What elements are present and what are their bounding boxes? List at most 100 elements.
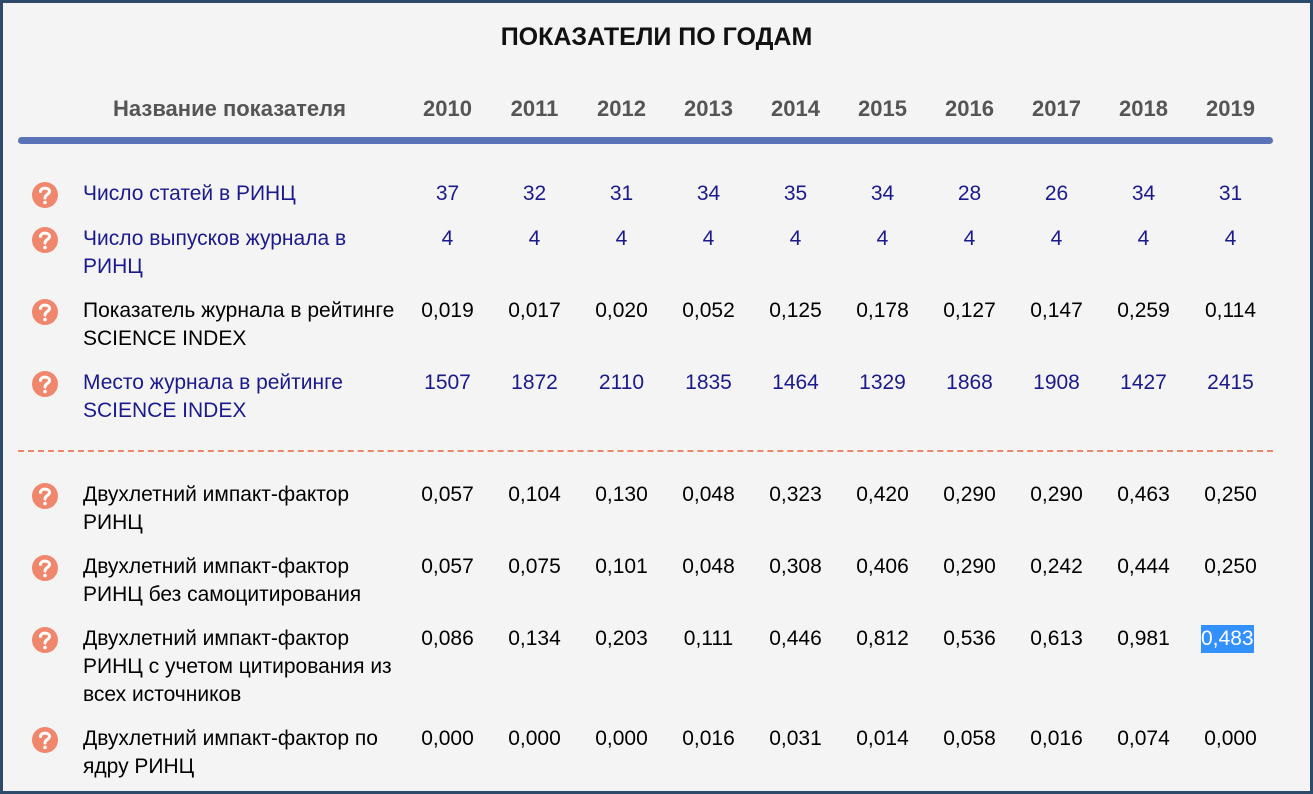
cell-value[interactable]: 34	[696, 182, 721, 205]
cell-value: 0,259	[1117, 299, 1170, 322]
cell-value: 0,048	[682, 483, 735, 506]
column-header: Название показателя	[113, 96, 346, 121]
cell-value[interactable]: 4	[528, 227, 541, 250]
cell-value: 0,127	[943, 299, 996, 322]
cell-value[interactable]: 1835	[685, 371, 732, 394]
cell-value: 0,019	[421, 299, 474, 322]
cell-value[interactable]: 1427	[1120, 371, 1167, 394]
separator	[18, 137, 1273, 144]
cell-value[interactable]: 4	[1224, 227, 1237, 250]
help-icon[interactable]	[31, 726, 59, 754]
cell-value: 0,420	[856, 483, 909, 506]
cell-value: 0,020	[595, 299, 648, 322]
cell-value[interactable]: 4	[615, 227, 628, 250]
cell-value: 0,000	[595, 727, 648, 750]
cell-value[interactable]: 28	[957, 182, 982, 205]
row-label[interactable]: Двухлетний импакт-фактор по ядру РИНЦ	[83, 727, 378, 778]
cell-value[interactable]: 4	[1050, 227, 1063, 250]
cell-value[interactable]: 4	[1137, 227, 1150, 250]
help-icon[interactable]	[31, 298, 59, 326]
cell-value[interactable]: 34	[870, 182, 895, 205]
cell-value: 0,101	[595, 555, 648, 578]
row-label[interactable]: Двухлетний импакт-фактор РИНЦ	[83, 483, 350, 534]
row-label[interactable]: Место журнала в рейтинге SCIENCE INDEX	[83, 371, 343, 422]
cell-value: 0,130	[595, 483, 648, 506]
cell-value[interactable]: 26	[1044, 182, 1069, 205]
help-icon[interactable]	[31, 554, 59, 582]
cell-value: 0,981	[1117, 627, 1170, 650]
title: ПОКАЗАТЕЛИ ПО ГОДАМ	[500, 23, 813, 51]
cell-value[interactable]: 1868	[946, 371, 993, 394]
row-label[interactable]: Число статей в РИНЦ	[83, 182, 296, 205]
cell-value[interactable]: 4	[963, 227, 976, 250]
cell-value[interactable]: 1908	[1033, 371, 1080, 394]
cell-value[interactable]: 1464	[772, 371, 819, 394]
cell-value[interactable]: 4	[441, 227, 454, 250]
help-icon[interactable]	[31, 226, 59, 254]
cell-value: 0,000	[1204, 727, 1257, 750]
cell-value: 0,052	[682, 299, 735, 322]
cell-value[interactable]: 2110	[598, 371, 645, 394]
cell-value: 0,031	[769, 727, 822, 750]
cell-value: 0,048	[682, 555, 735, 578]
cell-value: 0,444	[1117, 555, 1170, 578]
cell-value: 0,074	[1117, 727, 1170, 750]
cell-value[interactable]: 2415	[1207, 371, 1254, 394]
cell-value: 0,017	[508, 299, 561, 322]
cell-value[interactable]: 32	[522, 182, 547, 205]
year-header: 2017	[1032, 96, 1081, 121]
help-icon[interactable]	[31, 482, 59, 510]
cell-value: 0,057	[421, 555, 474, 578]
cell-value: 0,406	[856, 555, 909, 578]
cell-value[interactable]: 37	[435, 182, 460, 205]
cell-value[interactable]: 34	[1131, 182, 1156, 205]
cell-value: 0,111	[683, 627, 734, 650]
cell-value: 0,058	[943, 727, 996, 750]
year-header: 2013	[684, 96, 733, 121]
cell-value[interactable]: 35	[783, 182, 808, 205]
cell-value: 0,463	[1117, 483, 1170, 506]
cell-value: 0,075	[508, 555, 561, 578]
year-header: 2016	[945, 96, 994, 121]
cell-value: 0,016	[682, 727, 735, 750]
cell-value: 0,057	[421, 483, 474, 506]
cell-value: 0,290	[1030, 483, 1083, 506]
cell-value[interactable]: 1507	[424, 371, 471, 394]
cell-value: 0,323	[769, 483, 822, 506]
cell-value[interactable]: 1872	[511, 371, 558, 394]
cell-value: 0,250	[1204, 483, 1257, 506]
help-icon[interactable]	[31, 370, 59, 398]
year-header: 2015	[858, 96, 907, 121]
row-label[interactable]: Число выпусков журнала в РИНЦ	[83, 227, 347, 278]
help-icon[interactable]	[31, 181, 59, 209]
cell-value[interactable]: 4	[789, 227, 802, 250]
row-label[interactable]: Показатель журнала в рейтинге SCIENCE IN…	[83, 299, 395, 350]
cell-value: 0,016	[1030, 727, 1083, 750]
cell-value: 0,308	[769, 555, 822, 578]
cell-value: 0,242	[1030, 555, 1083, 578]
cell-value: 0,483	[1201, 625, 1254, 653]
cell-value: 0,134	[508, 627, 561, 650]
cell-value[interactable]: 31	[609, 182, 634, 205]
cell-value: 0,613	[1030, 627, 1083, 650]
cell-value: 0,014	[856, 727, 909, 750]
cell-value: 0,104	[508, 483, 561, 506]
cell-value: 0,250	[1204, 555, 1257, 578]
cell-value[interactable]: 4	[876, 227, 889, 250]
cell-value: 0,290	[943, 483, 996, 506]
cell-value: 0,000	[421, 727, 474, 750]
cell-value: 0,290	[943, 555, 996, 578]
cell-value[interactable]: 4	[702, 227, 715, 250]
year-header: 2019	[1206, 96, 1255, 121]
cell-value: 0,086	[421, 627, 474, 650]
cell-value[interactable]: 31	[1218, 182, 1243, 205]
cell-value[interactable]: 1329	[859, 371, 906, 394]
help-icon[interactable]	[31, 626, 59, 654]
cell-value: 0,000	[508, 727, 561, 750]
row-label[interactable]: Двухлетний импакт-фактор РИНЦ без самоци…	[83, 555, 362, 606]
year-header: 2014	[771, 96, 820, 121]
cell-value: 0,203	[595, 627, 648, 650]
row-label[interactable]: Двухлетний импакт-фактор РИНЦ с учетом ц…	[83, 627, 392, 706]
cell-value: 0,178	[856, 299, 909, 322]
